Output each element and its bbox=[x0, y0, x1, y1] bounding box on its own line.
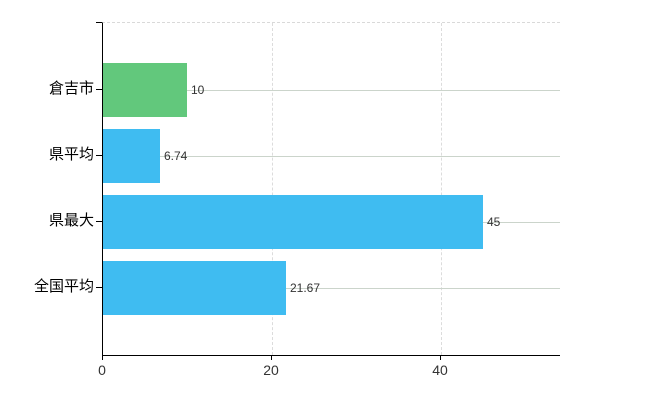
bar-4[interactable] bbox=[103, 261, 286, 315]
x-axis-tick bbox=[440, 355, 441, 360]
y-axis-tick bbox=[96, 89, 102, 90]
bar-2[interactable] bbox=[103, 129, 160, 183]
y-axis-tick bbox=[96, 22, 102, 23]
bar-3[interactable] bbox=[103, 195, 483, 249]
category-label: 県平均 bbox=[48, 146, 94, 163]
bar-value-label: 10 bbox=[191, 83, 205, 97]
y-axis-tick bbox=[96, 155, 102, 156]
x-axis-tick-label: 20 bbox=[263, 362, 279, 378]
category-gridline bbox=[103, 288, 560, 289]
bar-1[interactable] bbox=[103, 63, 187, 117]
category-label: 全国平均 bbox=[33, 278, 94, 295]
bar-value-label: 6.74 bbox=[164, 149, 188, 163]
x-axis-tick-label: 0 bbox=[98, 362, 106, 378]
plot-area: 10 6.74 45 21.67 bbox=[102, 22, 560, 356]
x-axis-tick bbox=[271, 355, 272, 360]
vertical-gridline bbox=[272, 23, 273, 355]
bar-value-label: 45 bbox=[487, 215, 501, 229]
y-axis-tick bbox=[96, 287, 102, 288]
category-label: 県最大 bbox=[48, 212, 94, 229]
y-axis-tick bbox=[96, 221, 102, 222]
vertical-gridline bbox=[441, 23, 442, 355]
category-label: 倉吉市 bbox=[48, 80, 94, 97]
category-gridline bbox=[103, 90, 560, 91]
x-axis-tick bbox=[102, 355, 103, 360]
bar-value-label: 21.67 bbox=[290, 281, 321, 295]
x-axis-tick-label: 40 bbox=[432, 362, 448, 378]
category-gridline bbox=[103, 156, 560, 157]
